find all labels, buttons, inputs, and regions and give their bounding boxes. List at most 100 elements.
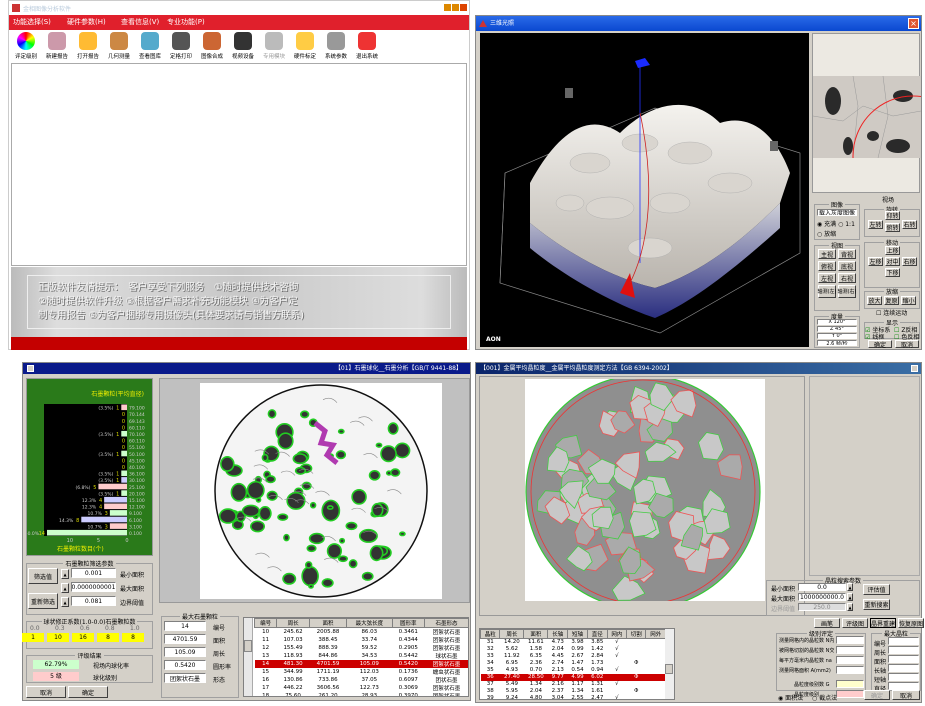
filter-input[interactable]: 0.0000000001: [71, 582, 116, 592]
toolbar-button-10[interactable]: 系统参数: [321, 32, 351, 60]
toolbar-button-8[interactable]: 专用模块: [259, 32, 289, 60]
table-row[interactable]: 12 155.49 888.39 59.52 0.2905 团絮状石墨: [255, 644, 469, 652]
angle-value[interactable]: 2.6 帧/秒: [817, 340, 857, 346]
research-button[interactable]: 重新搜索: [863, 599, 890, 610]
close-button[interactable]: ×: [908, 18, 919, 29]
filter-input[interactable]: 0.081: [71, 596, 116, 606]
toolbar-button-4[interactable]: 查看图库: [135, 32, 165, 60]
table-row[interactable]: 18 75.60 261.20 28.93 0.3970 团絮状石墨: [255, 692, 469, 696]
column-header[interactable]: 长轴: [547, 629, 569, 639]
view-button-6[interactable]: 轴测(左): [818, 285, 836, 298]
column-header[interactable]: 切割: [626, 629, 647, 639]
action-button-2[interactable]: 晶界重建: [870, 618, 896, 628]
ok-button[interactable]: 确定: [864, 690, 890, 700]
column-header[interactable]: 编号: [253, 618, 278, 628]
table-row[interactable]: 10 245.62 2005.88 86.03 0.3461 团絮状石墨: [255, 628, 469, 636]
view-button-0[interactable]: 主视: [818, 249, 836, 259]
action-button-3[interactable]: 恢复原图: [898, 618, 924, 628]
image-select[interactable]: 载入灰度图像: [817, 209, 857, 216]
table-row[interactable]: 14 481.30 4701.59 105.09 0.5420 团絮状石墨: [254, 660, 468, 668]
column-header[interactable]: 圆形率: [391, 618, 425, 628]
spinner[interactable]: ▲: [847, 593, 853, 601]
view-button-4[interactable]: 左视: [818, 273, 836, 283]
search-input[interactable]: 1000000000.0: [798, 593, 846, 601]
zoom-button-1[interactable]: 复原: [884, 296, 899, 305]
scrollbar[interactable]: [665, 629, 674, 699]
cancel-button[interactable]: 取消: [26, 686, 66, 698]
search-input[interactable]: 0.0: [798, 583, 846, 591]
max-value[interactable]: 4701.59: [164, 634, 206, 644]
close-button[interactable]: [27, 365, 34, 372]
move-button-0[interactable]: 上移: [885, 246, 900, 255]
column-header[interactable]: 网外: [645, 629, 666, 639]
filter-value-button[interactable]: 筛选值: [28, 568, 58, 584]
move-button-2[interactable]: 对中: [885, 257, 900, 266]
menu-function[interactable]: 功能选择(S): [13, 18, 51, 26]
table-row[interactable]: 38 5.95 2.04 2.37 1.34 1.61 Φ: [481, 688, 666, 695]
ok-button[interactable]: 确定: [868, 340, 892, 349]
view-button-3[interactable]: 底视: [838, 261, 856, 271]
angle-value[interactable]: Y 0°: [817, 333, 857, 339]
toolbar-button-9[interactable]: 硬件标定: [290, 32, 320, 60]
display-checkbox-1[interactable]: ☐ Z反相: [894, 327, 918, 334]
radio-scale[interactable]: ○ 放缩: [817, 231, 837, 238]
spinner[interactable]: ▲: [61, 569, 69, 579]
column-header[interactable]: 直径: [586, 629, 608, 639]
minimize-button[interactable]: [444, 4, 451, 11]
table-row[interactable]: 33 11.92 6.35 4.45 2.67 2.84 √: [481, 653, 666, 660]
continuous-checkbox[interactable]: ☐ 连续运动: [876, 310, 908, 317]
cancel-button[interactable]: 取消: [895, 340, 919, 349]
spinner[interactable]: ▲: [61, 583, 69, 593]
rotate-button-3[interactable]: 右转: [902, 220, 917, 229]
max-value[interactable]: 0.5420: [164, 660, 206, 670]
zoom-button-0[interactable]: 放大: [867, 296, 882, 305]
refilter-button[interactable]: 重新筛选: [28, 593, 58, 609]
rotate-button-0[interactable]: 左转: [868, 220, 883, 229]
ok-button[interactable]: 确定: [68, 686, 108, 698]
view-button-5[interactable]: 右视: [838, 273, 856, 283]
max-value[interactable]: 团絮状石墨: [164, 673, 206, 683]
column-header[interactable]: 石墨形态: [423, 618, 468, 628]
view-button-2[interactable]: 俯视: [818, 261, 836, 271]
table-row[interactable]: 16 130.86 733.86 37.05 0.6097 团状石墨: [255, 676, 469, 684]
table-row[interactable]: 11 107.03 388.45 33.74 0.4344 团絮状石墨: [255, 636, 469, 644]
toolbar-button-5[interactable]: 定格打印: [166, 32, 196, 60]
toolbar-button-3[interactable]: 几何测量: [104, 32, 134, 60]
scrollbar[interactable]: [244, 618, 253, 696]
table-row[interactable]: 34 6.95 2.36 2.74 1.47 1.73 Φ: [481, 660, 666, 667]
3d-viewport[interactable]: AON: [480, 33, 809, 347]
menu-hardware[interactable]: 硬件参数(H): [67, 18, 106, 26]
spinner[interactable]: ▲: [61, 597, 69, 607]
zoom-button-2[interactable]: 缩小: [901, 296, 916, 305]
view-button-1[interactable]: 背视: [838, 249, 856, 259]
move-button-3[interactable]: 右移: [902, 257, 917, 266]
table-row[interactable]: 35 4.93 0.70 2.13 0.54 0.94 √: [481, 667, 666, 674]
cancel-button[interactable]: 取消: [892, 690, 920, 700]
column-header[interactable]: 周长: [499, 629, 525, 639]
table-row[interactable]: 32 5.62 1.58 2.04 0.99 1.42 √: [481, 646, 666, 653]
table-row[interactable]: 17 446.22 3606.56 122.73 0.3069 团絮状石墨: [255, 684, 469, 692]
max-value[interactable]: 14: [164, 621, 206, 631]
display-checkbox-2[interactable]: ☑ 线框: [865, 334, 885, 341]
action-button-1[interactable]: 评级图: [842, 618, 868, 628]
move-button-4[interactable]: 下移: [885, 268, 900, 277]
display-checkbox-0[interactable]: ☑ 坐标系: [865, 327, 891, 334]
toolbar-button-2[interactable]: 打开报告: [73, 32, 103, 60]
toolbar-button-1[interactable]: 新建报告: [42, 32, 72, 60]
close-button[interactable]: [460, 4, 467, 11]
radio-fill[interactable]: ◉ 充满 ○ 1:1: [817, 221, 855, 228]
spinner[interactable]: ▲: [847, 603, 853, 611]
toolbar-button-11[interactable]: 退出系统: [352, 32, 382, 60]
toolbar-button-6[interactable]: 图像合成: [197, 32, 227, 60]
column-header[interactable]: 短轴: [567, 629, 588, 639]
toolbar-button-7[interactable]: 视频设备: [228, 32, 258, 60]
column-header[interactable]: 周长: [276, 618, 310, 628]
menu-pro[interactable]: 专业功能(P): [167, 18, 205, 26]
move-button-1[interactable]: 左移: [868, 257, 883, 266]
angle-value[interactable]: X 120°: [817, 319, 857, 325]
rotate-button-1[interactable]: 仰转: [885, 211, 900, 220]
maximize-button[interactable]: [452, 4, 459, 11]
menu-view[interactable]: 查看信息(V): [121, 18, 160, 26]
table-row[interactable]: 13 118.93 844.86 34.53 0.5442 球状石墨: [255, 652, 469, 660]
action-button-0[interactable]: 画笔: [814, 618, 840, 628]
